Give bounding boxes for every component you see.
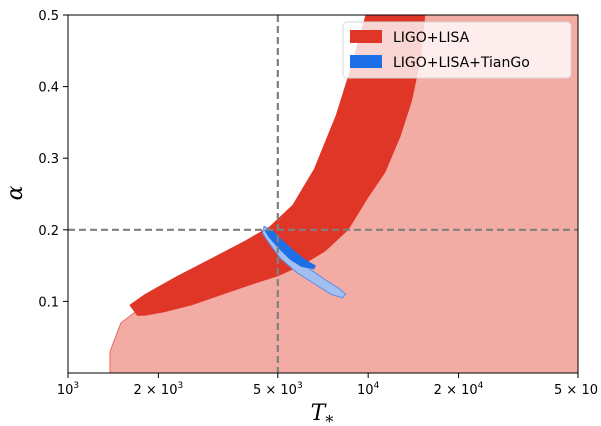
x-tick-label: 5 × 103: [253, 381, 303, 398]
x-tick-label: 103: [57, 381, 79, 398]
legend-label: LIGO+LISA+TianGo: [393, 55, 530, 71]
plot-frame: [67, 14, 579, 374]
legend-box: [342, 21, 572, 79]
y-tick-label: 0.4: [38, 81, 59, 96]
y-tick-label: 0.2: [38, 224, 59, 239]
ligo-lisa-inner-region: [129, 15, 426, 316]
reference-lines: [68, 15, 578, 373]
x-axis-label: T*: [311, 401, 334, 426]
y-axis: 0.1 0.2 0.3 0.4 0.5: [38, 9, 68, 310]
x-tick-label: 2 × 104: [434, 381, 484, 398]
x-axis: 103 2 × 103 5 × 103 104 2 × 104 5 × 10: [57, 373, 598, 398]
x-tick-label: 5 × 10: [554, 383, 598, 398]
legend-label: LIGO+LISA: [393, 30, 470, 46]
y-tick-label: 0.5: [38, 9, 59, 24]
y-axis-label: α: [3, 185, 28, 200]
legend-swatch: [350, 30, 382, 43]
x-tick-label: 2 × 103: [134, 381, 184, 398]
legend-swatch: [350, 55, 382, 68]
legend: LIGO+LISA LIGO+LISA+TianGo: [342, 21, 572, 79]
y-tick-label: 0.1: [38, 295, 59, 310]
y-tick-label: 0.3: [38, 152, 59, 167]
x-tick-label: 104: [357, 381, 380, 398]
